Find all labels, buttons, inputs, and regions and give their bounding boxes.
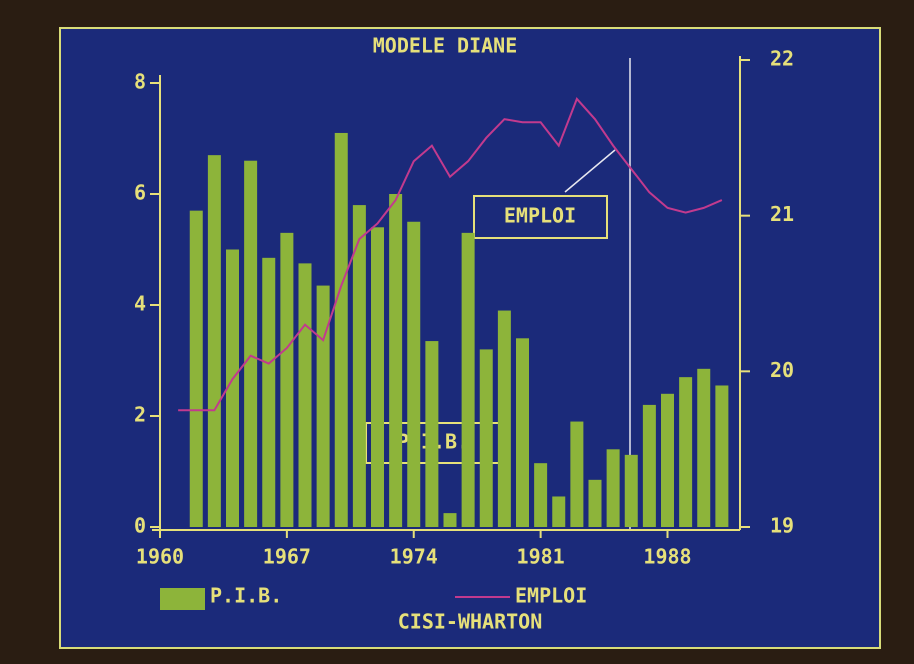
bar <box>280 233 293 527</box>
bar <box>679 377 692 527</box>
y-tick-label: 0 <box>134 514 146 538</box>
legend-label: P.I.B. <box>210 584 282 608</box>
chart-title: MODELE DIANE <box>373 34 518 58</box>
bar <box>444 513 457 527</box>
x-tick-label: 1988 <box>643 545 691 569</box>
x-tick-label: 1967 <box>263 545 311 569</box>
x-tick-label: 1974 <box>390 545 438 569</box>
bar <box>661 394 674 527</box>
y-tick-label: 4 <box>134 292 146 316</box>
bar <box>389 194 402 527</box>
bar <box>552 496 565 527</box>
source: CISI-WHARTON <box>398 610 543 634</box>
legend-swatch <box>160 588 205 610</box>
y2-tick-label: 20 <box>770 358 794 382</box>
bar <box>299 263 312 527</box>
bar <box>335 133 348 527</box>
annotation: EMPLOI <box>504 204 576 228</box>
bar <box>570 422 583 527</box>
y2-tick-label: 21 <box>770 202 794 226</box>
y-tick-label: 8 <box>134 70 146 94</box>
bar <box>262 258 275 527</box>
bar <box>607 449 620 527</box>
bar <box>480 349 493 527</box>
y-tick-label: 6 <box>134 181 146 205</box>
chart: MODELE DIANE EMPLOI P.I.B. CISI-WHARTON … <box>0 0 914 660</box>
bar <box>589 480 602 527</box>
y-tick-label: 2 <box>134 403 146 427</box>
bar <box>371 227 384 527</box>
bar <box>244 161 257 527</box>
bar <box>190 211 203 527</box>
bar <box>317 286 330 527</box>
y2-tick-label: 22 <box>770 47 794 71</box>
bar <box>407 222 420 527</box>
bar <box>462 233 475 527</box>
bar <box>715 385 728 527</box>
legend-label: EMPLOI <box>515 584 587 608</box>
bar <box>498 311 511 527</box>
bar <box>208 155 221 527</box>
bar <box>516 338 529 527</box>
bar <box>534 463 547 527</box>
y2-tick-label: 19 <box>770 514 794 538</box>
bar <box>697 369 710 527</box>
bar <box>425 341 438 527</box>
x-tick-label: 1960 <box>136 545 184 569</box>
x-tick-label: 1981 <box>517 545 565 569</box>
bar <box>625 455 638 527</box>
bar <box>643 405 656 527</box>
